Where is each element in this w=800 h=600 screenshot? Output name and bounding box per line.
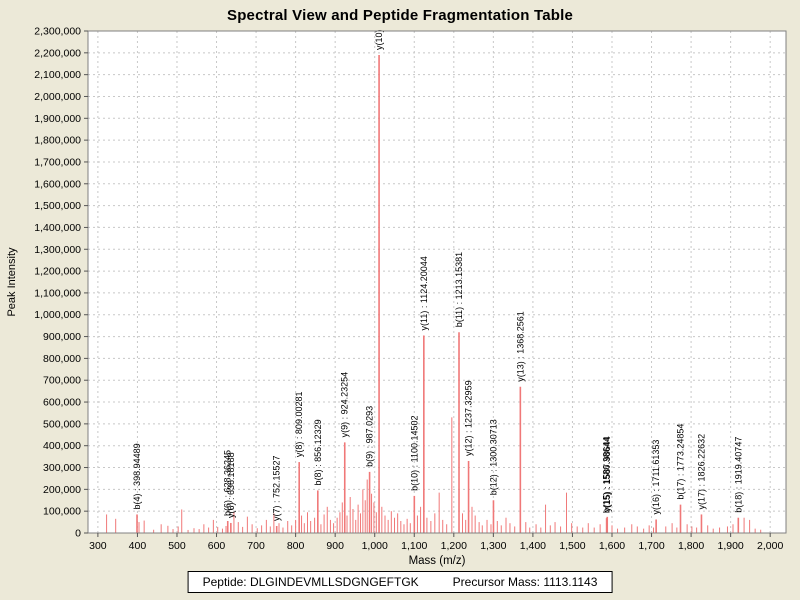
- peptide-sequence-label: Peptide: DLGINDEVMLLSDGNGEFTGK: [202, 575, 419, 589]
- peak-label: b(6) : 628.36245: [223, 450, 233, 516]
- x-tick-label: 1,700: [638, 540, 664, 552]
- y-tick-label: 1,700,000: [34, 156, 81, 168]
- y-tick-label: 0: [75, 528, 81, 540]
- peak-label: y(7) : 752.15527: [272, 455, 282, 521]
- y-tick-label: 1,500,000: [34, 200, 81, 212]
- peak-label: y(15) : 1587.98644: [602, 436, 612, 512]
- y-tick-label: 1,300,000: [34, 244, 81, 256]
- peak-label: b(15) : 1586.38644: [602, 437, 612, 513]
- y-tick-label: 1,200,000: [34, 266, 81, 278]
- peak-label: b(9) : 987.0293: [365, 406, 375, 467]
- x-tick-label: 900: [326, 540, 344, 552]
- y-tick-label: 900,000: [43, 331, 81, 343]
- x-tick-label: 1,500: [559, 540, 585, 552]
- y-tick-label: 2,100,000: [34, 69, 81, 81]
- peak-label: b(4) : 398.94489: [132, 443, 142, 509]
- x-tick-label: 500: [168, 540, 186, 552]
- precursor-mass-label: Precursor Mass: 1113.1143: [452, 575, 598, 589]
- x-tick-label: 2,000: [757, 540, 783, 552]
- y-tick-label: 800,000: [43, 353, 81, 365]
- x-tick-label: 600: [208, 540, 226, 552]
- x-tick-label: 1,300: [480, 540, 506, 552]
- x-tick-label: 700: [247, 540, 265, 552]
- y-tick-label: 100,000: [43, 506, 81, 518]
- y-tick-label: 500,000: [43, 418, 81, 430]
- x-tick-label: 400: [129, 540, 147, 552]
- y-tick-label: 700,000: [43, 375, 81, 387]
- peak-label: y(6) : 636.18188: [226, 452, 236, 518]
- peak-label: b(8) : 856.12329: [313, 419, 323, 485]
- y-tick-label: 2,300,000: [34, 26, 81, 38]
- peak-label: b(12) : 1300.30713: [488, 419, 498, 495]
- x-tick-label: 1,100: [401, 540, 427, 552]
- peak-label: y(8) : 809.00281: [294, 392, 304, 458]
- peak-label: y(16) : 1711.61353: [651, 440, 661, 515]
- y-tick-label: 400,000: [43, 440, 81, 452]
- peak-label: y(13) : 1368.2561: [515, 311, 525, 382]
- peak-label: b(10) : 1100.14502: [409, 415, 419, 490]
- y-tick-label: 2,200,000: [34, 47, 81, 59]
- x-tick-label: 300: [89, 540, 107, 552]
- x-tick-label: 1,200: [441, 540, 467, 552]
- plot-border: [87, 30, 787, 534]
- chart-title: Spectral View and Peptide Fragmentation …: [226, 7, 574, 24]
- y-tick-label: 300,000: [43, 462, 81, 474]
- peak-label: y(11) : 1124.20044: [419, 256, 429, 330]
- peak-label: b(17) : 1773.24854: [676, 424, 686, 500]
- y-tick-label: 1,000,000: [34, 309, 81, 321]
- peak-label: y(12) : 1237.32959: [464, 380, 474, 456]
- peptide-info-box: Peptide: DLGINDEVMLLSDGNGEFTGK Precursor …: [187, 571, 613, 593]
- x-tick-label: 1,900: [717, 540, 743, 552]
- y-tick-label: 1,600,000: [34, 178, 81, 190]
- y-tick-label: 1,100,000: [34, 287, 81, 299]
- peak-label: y(17) : 1826.22632: [696, 434, 706, 510]
- peak-label: b(11) : 1213.15381: [454, 252, 464, 327]
- x-tick-label: 1,000: [362, 540, 388, 552]
- y-tick-label: 2,000,000: [34, 91, 81, 103]
- x-tick-label: 1,400: [520, 540, 546, 552]
- peak-label: y(10): [374, 29, 384, 50]
- plot-area: [88, 31, 786, 533]
- y-tick-label: 1,900,000: [34, 113, 81, 125]
- y-tick-label: 1,800,000: [34, 135, 81, 147]
- y-axis-title: Peak Intensity: [6, 247, 18, 317]
- x-tick-label: 1,800: [678, 540, 704, 552]
- peak-label: b(18) : 1919.40747: [733, 437, 743, 513]
- y-tick-label: 600,000: [43, 397, 81, 409]
- y-tick-label: 1,400,000: [34, 222, 81, 234]
- y-tick-label: 200,000: [43, 484, 81, 496]
- x-tick-label: 800: [287, 540, 305, 552]
- peak-label: y(9) : 924.23254: [340, 372, 350, 438]
- x-tick-label: 1,600: [599, 540, 625, 552]
- x-axis-title: Mass (m/z): [409, 555, 466, 567]
